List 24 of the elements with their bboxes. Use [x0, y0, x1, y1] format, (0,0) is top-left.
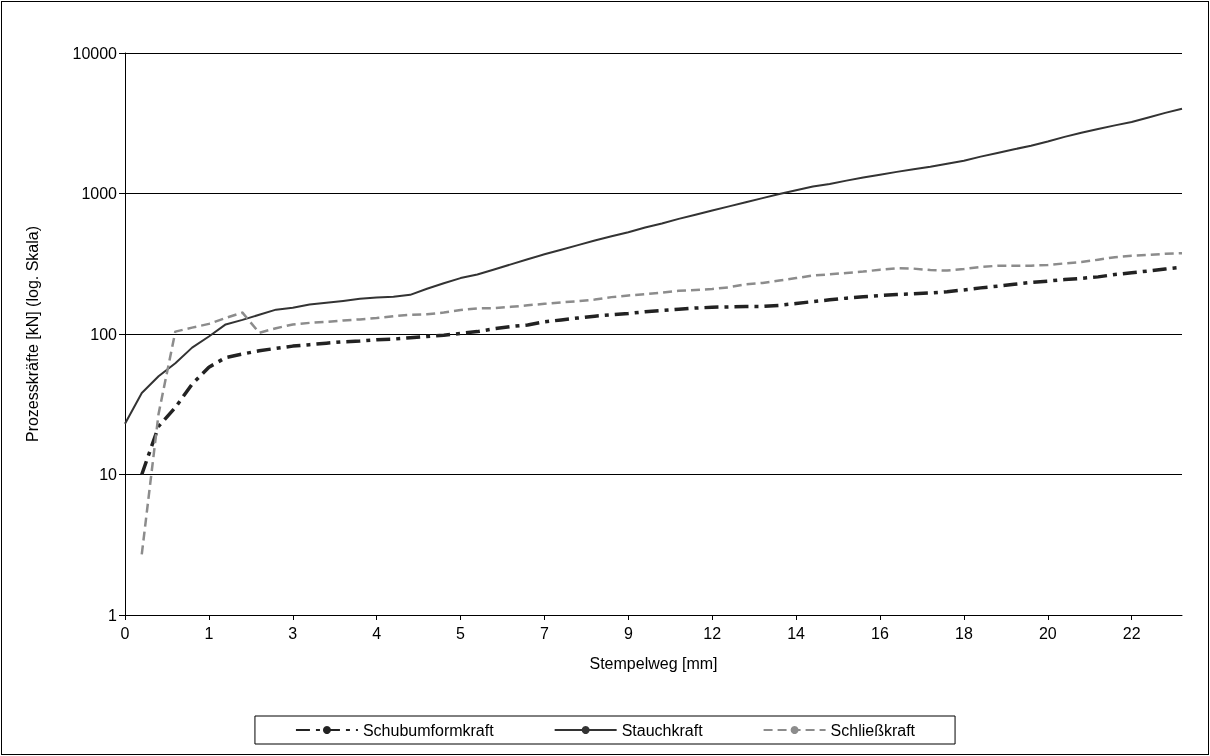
y-tick-label: 10	[99, 466, 118, 483]
y-tick-label: 100	[90, 325, 118, 343]
x-tick-label: 1	[204, 624, 214, 642]
y-tick-label: 1000	[81, 185, 118, 202]
x-tick-label: 0	[120, 624, 130, 642]
x-tick-label: 18	[954, 624, 973, 642]
x-tick-label: 9	[623, 624, 633, 642]
x-tick-label: 20	[1038, 624, 1057, 642]
x-tick-label: 5	[456, 624, 466, 642]
x-tick-label: 7	[539, 624, 549, 642]
x-axis-title: Stempelweg [mm]	[589, 654, 718, 672]
y-tick-label: 1	[108, 606, 118, 624]
legend-label: Stauchkraft	[621, 721, 704, 739]
line-series	[140, 251, 1184, 556]
legend-label: Schubumformkraft	[362, 721, 495, 739]
legend-label: Schließkraft	[830, 721, 916, 739]
x-tick-label: 4	[372, 624, 382, 642]
x-tick-label: 16	[871, 624, 889, 642]
x-tick-label: 12	[703, 624, 722, 642]
x-tick-label: 3	[288, 624, 298, 642]
x-tick-label: 14	[787, 624, 806, 642]
y-tick-label: 10000	[72, 44, 118, 62]
y-axis-title: Prozesskräfte [kN] (log. Skala)	[23, 225, 41, 443]
x-tick-label: 22	[1122, 624, 1141, 642]
